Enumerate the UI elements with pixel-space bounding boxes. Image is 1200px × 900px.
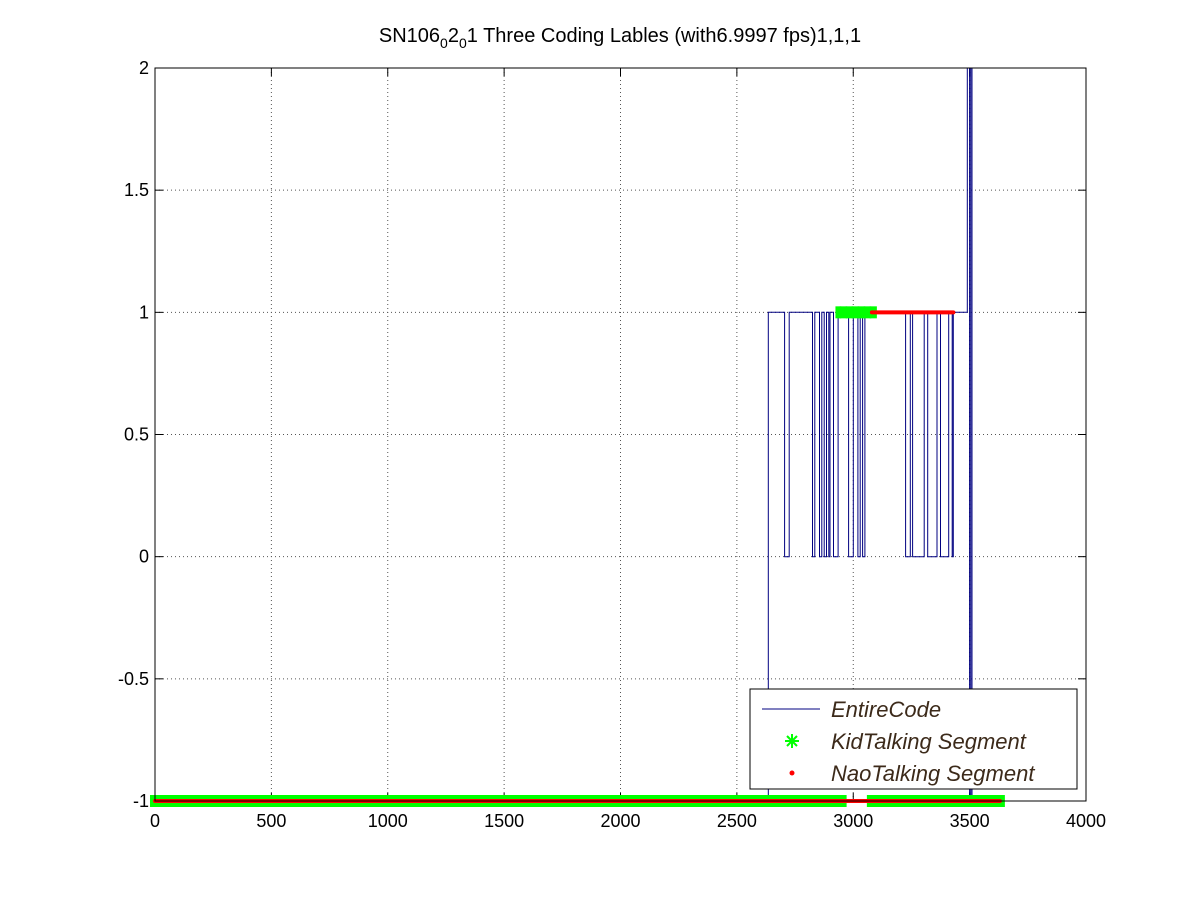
legend-label-entirecode: EntireCode [831,697,941,722]
x-tick-label: 3000 [833,811,873,831]
chart-title: SN1060201 Three Coding Lables (with6.999… [379,25,861,51]
x-tick-label: 0 [150,811,160,831]
chart-title-suffix: 1 Three Coding Lables (with6.9997 fps)1,… [467,25,861,47]
chart-legend: EntireCode KidTalking Segment NaoTalking… [749,688,1078,790]
y-tick-label: 1.5 [124,180,149,200]
y-tick-label: -1 [133,791,149,811]
chart-title-prefix: SN106 [379,25,440,47]
x-tick-label: 500 [256,811,286,831]
y-tick-label: 0.5 [124,425,149,445]
legend-box [749,688,1078,790]
chart-title-sub1: 0 [440,35,448,51]
x-tick-label: 3500 [950,811,990,831]
legend-swatch-kidtalking [785,734,799,748]
plot-frame [154,67,1087,802]
plot-area [155,68,1086,801]
y-tick-label: -0.5 [118,669,149,689]
x-tick-label: 2000 [600,811,640,831]
series-kidtalking-segment [835,306,877,319]
y-tick-label: 2 [139,58,149,78]
kidtalking-marker [835,306,846,319]
x-tick-label: 2500 [717,811,757,831]
y-tick-label: 0 [139,547,149,567]
kidtalking-marker [847,306,858,319]
legend-label-kidtalking: KidTalking Segment [831,729,1027,754]
y-tick-label: 1 [139,302,149,322]
x-tick-label: 1000 [368,811,408,831]
legend-label-naotalking: NaoTalking Segment [831,761,1035,786]
x-tick-label: 1500 [484,811,524,831]
legend-swatch-naotalking [789,770,795,776]
series-entirecode-line [155,67,1000,802]
chart-title-sub2: 0 [459,35,467,51]
x-tick-label: 4000 [1066,811,1106,831]
kidtalking-marker [859,306,870,319]
x-tick-labels: 0 500 1000 1500 2000 2500 3000 3500 4000 [150,811,1106,831]
chart-title-mid: 2 [448,25,459,47]
kidtalking-marker [853,306,864,319]
y-tick-labels: -1 -0.5 0 0.5 1 1.5 2 [118,58,149,811]
kidtalking-marker [841,306,852,319]
